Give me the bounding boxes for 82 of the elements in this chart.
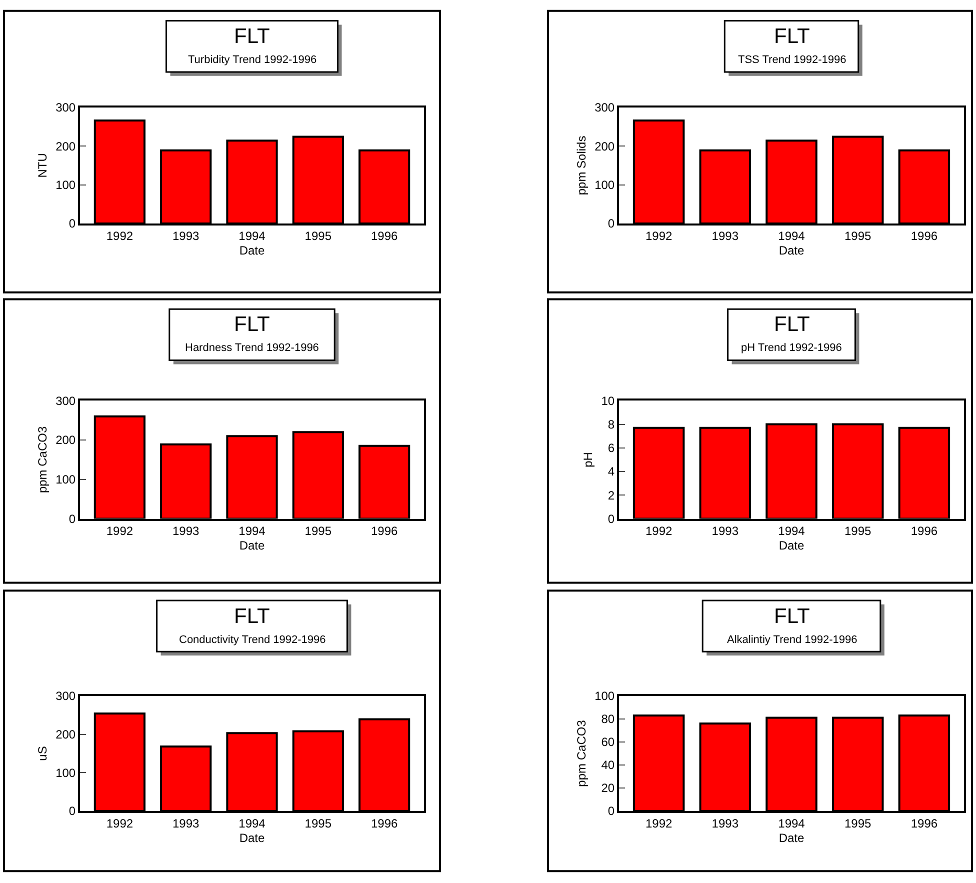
x-tick-label: 1996 bbox=[370, 816, 398, 830]
x-tick-label: 1996 bbox=[370, 524, 398, 538]
x-tick-label: 1994 bbox=[238, 228, 266, 243]
x-tick-label: 1993 bbox=[712, 816, 739, 830]
x-axis-title: Date bbox=[778, 243, 804, 258]
x-tick-label: 1996 bbox=[370, 228, 398, 243]
x-tick-label: 1992 bbox=[106, 816, 134, 830]
y-tick-label: 300 bbox=[56, 689, 76, 704]
chart-subtitle: TSS Trend 1992-1996 bbox=[738, 54, 846, 66]
y-axis-title: ppm Solids bbox=[574, 136, 588, 196]
y-tick-label: 100 bbox=[56, 472, 76, 487]
chart-title: FLT bbox=[774, 25, 810, 48]
chart-subtitle: Hardness Trend 1992-1996 bbox=[185, 342, 319, 354]
x-axis-title: Date bbox=[239, 538, 265, 553]
y-tick-label: 300 bbox=[56, 100, 76, 115]
y-tick-label: 10 bbox=[601, 394, 615, 408]
y-axis-title: ppm CaCO3 bbox=[35, 426, 50, 494]
y-tick-label: 6 bbox=[608, 441, 615, 456]
y-axis-title: ppm CaCO3 bbox=[574, 720, 588, 787]
x-tick-label: 1992 bbox=[645, 228, 672, 243]
x-axis-title: Date bbox=[239, 830, 265, 845]
y-axis-title: uS bbox=[35, 746, 50, 761]
chart-title: FLT bbox=[234, 313, 270, 336]
y-tick-label: 300 bbox=[594, 100, 615, 115]
y-tick-label: 0 bbox=[608, 216, 615, 231]
y-tick-label: 200 bbox=[56, 727, 76, 742]
x-tick-label: 1994 bbox=[238, 524, 266, 538]
y-tick-label: 100 bbox=[594, 178, 615, 192]
x-tick-label: 1995 bbox=[304, 524, 332, 538]
y-tick-label: 0 bbox=[68, 216, 76, 231]
x-axis-title: Date bbox=[239, 243, 265, 258]
y-tick-label: 20 bbox=[601, 781, 615, 796]
y-tick-label: 4 bbox=[608, 464, 615, 479]
x-tick-label: 1994 bbox=[778, 816, 806, 830]
y-tick-label: 60 bbox=[601, 735, 615, 750]
y-tick-label: 0 bbox=[68, 804, 76, 818]
x-tick-label: 1995 bbox=[844, 228, 872, 243]
y-axis-title: NTU bbox=[35, 153, 50, 178]
x-axis-title: Date bbox=[778, 830, 804, 845]
y-tick-label: 0 bbox=[608, 512, 615, 526]
y-tick-label: 200 bbox=[56, 433, 76, 448]
y-tick-label: 8 bbox=[608, 417, 615, 432]
y-tick-label: 2 bbox=[608, 488, 615, 502]
x-tick-label: 1994 bbox=[778, 228, 806, 243]
y-tick-label: 0 bbox=[68, 512, 76, 526]
y-tick-label: 100 bbox=[56, 178, 76, 192]
x-tick-label: 1992 bbox=[106, 524, 134, 538]
y-tick-label: 200 bbox=[56, 139, 76, 154]
y-tick-label: 80 bbox=[601, 712, 615, 726]
chart-title: FLT bbox=[774, 313, 810, 336]
x-tick-label: 1996 bbox=[910, 524, 938, 538]
chart-subtitle: Conductivity Trend 1992-1996 bbox=[179, 634, 326, 646]
x-tick-label: 1993 bbox=[712, 228, 739, 243]
x-tick-label: 1992 bbox=[645, 816, 672, 830]
x-tick-label: 1994 bbox=[238, 816, 266, 830]
x-tick-label: 1995 bbox=[304, 228, 332, 243]
y-tick-label: 0 bbox=[608, 804, 615, 818]
x-tick-label: 1993 bbox=[172, 524, 200, 538]
x-tick-label: 1994 bbox=[778, 524, 806, 538]
x-tick-label: 1995 bbox=[844, 524, 872, 538]
x-axis-title: Date bbox=[778, 538, 804, 553]
x-tick-label: 1995 bbox=[844, 816, 872, 830]
y-tick-label: 100 bbox=[56, 766, 76, 780]
y-tick-label: 300 bbox=[56, 394, 76, 408]
y-tick-label: 200 bbox=[594, 139, 615, 154]
chart-title: FLT bbox=[774, 605, 810, 628]
chart-title: FLT bbox=[234, 25, 270, 48]
chart-title: FLT bbox=[234, 605, 270, 628]
chart-subtitle: Alkalintiy Trend 1992-1996 bbox=[727, 634, 858, 646]
y-tick-label: 100 bbox=[594, 689, 615, 704]
chart-subtitle: Turbidity Trend 1992-1996 bbox=[188, 54, 317, 66]
x-tick-label: 1995 bbox=[304, 816, 332, 830]
x-tick-label: 1992 bbox=[106, 228, 134, 243]
x-tick-label: 1993 bbox=[172, 228, 200, 243]
y-axis-title: pH bbox=[581, 452, 596, 468]
x-tick-label: 1996 bbox=[910, 228, 938, 243]
x-tick-label: 1993 bbox=[172, 816, 200, 830]
x-tick-label: 1996 bbox=[910, 816, 938, 830]
x-tick-label: 1992 bbox=[645, 524, 672, 538]
x-tick-label: 1993 bbox=[712, 524, 739, 538]
chart-subtitle: pH Trend 1992-1996 bbox=[741, 342, 842, 354]
y-tick-label: 40 bbox=[601, 758, 615, 772]
